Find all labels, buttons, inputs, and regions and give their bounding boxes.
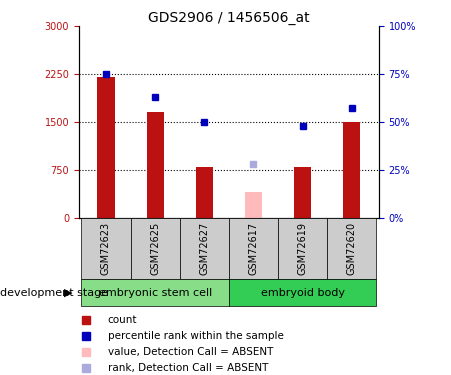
Bar [97,77,115,218]
Text: GSM72619: GSM72619 [298,222,308,275]
Text: embryonic stem cell: embryonic stem cell [98,288,212,297]
Bar [81,217,130,279]
Bar [229,217,278,279]
Text: GSM72620: GSM72620 [347,222,357,275]
Bar [130,217,179,279]
Text: embryoid body: embryoid body [261,288,345,297]
Bar [278,217,327,279]
Text: count: count [108,315,137,325]
Text: rank, Detection Call = ABSENT: rank, Detection Call = ABSENT [108,363,268,373]
Bar [327,217,377,279]
Bar [179,217,229,279]
Text: GSM72627: GSM72627 [199,222,209,275]
Text: ▶: ▶ [64,288,72,297]
Title: GDS2906 / 1456506_at: GDS2906 / 1456506_at [148,11,310,25]
Bar [196,166,213,218]
Text: GSM72617: GSM72617 [249,222,258,275]
Text: percentile rank within the sample: percentile rank within the sample [108,331,284,341]
Bar [81,279,229,306]
Text: development stage: development stage [0,288,108,297]
Bar [147,112,164,218]
Bar [229,279,377,306]
Text: GSM72623: GSM72623 [101,222,111,275]
Bar [343,122,360,218]
Text: value, Detection Call = ABSENT: value, Detection Call = ABSENT [108,347,273,357]
Bar [245,192,262,217]
Text: GSM72625: GSM72625 [150,222,160,275]
Bar [294,166,311,218]
